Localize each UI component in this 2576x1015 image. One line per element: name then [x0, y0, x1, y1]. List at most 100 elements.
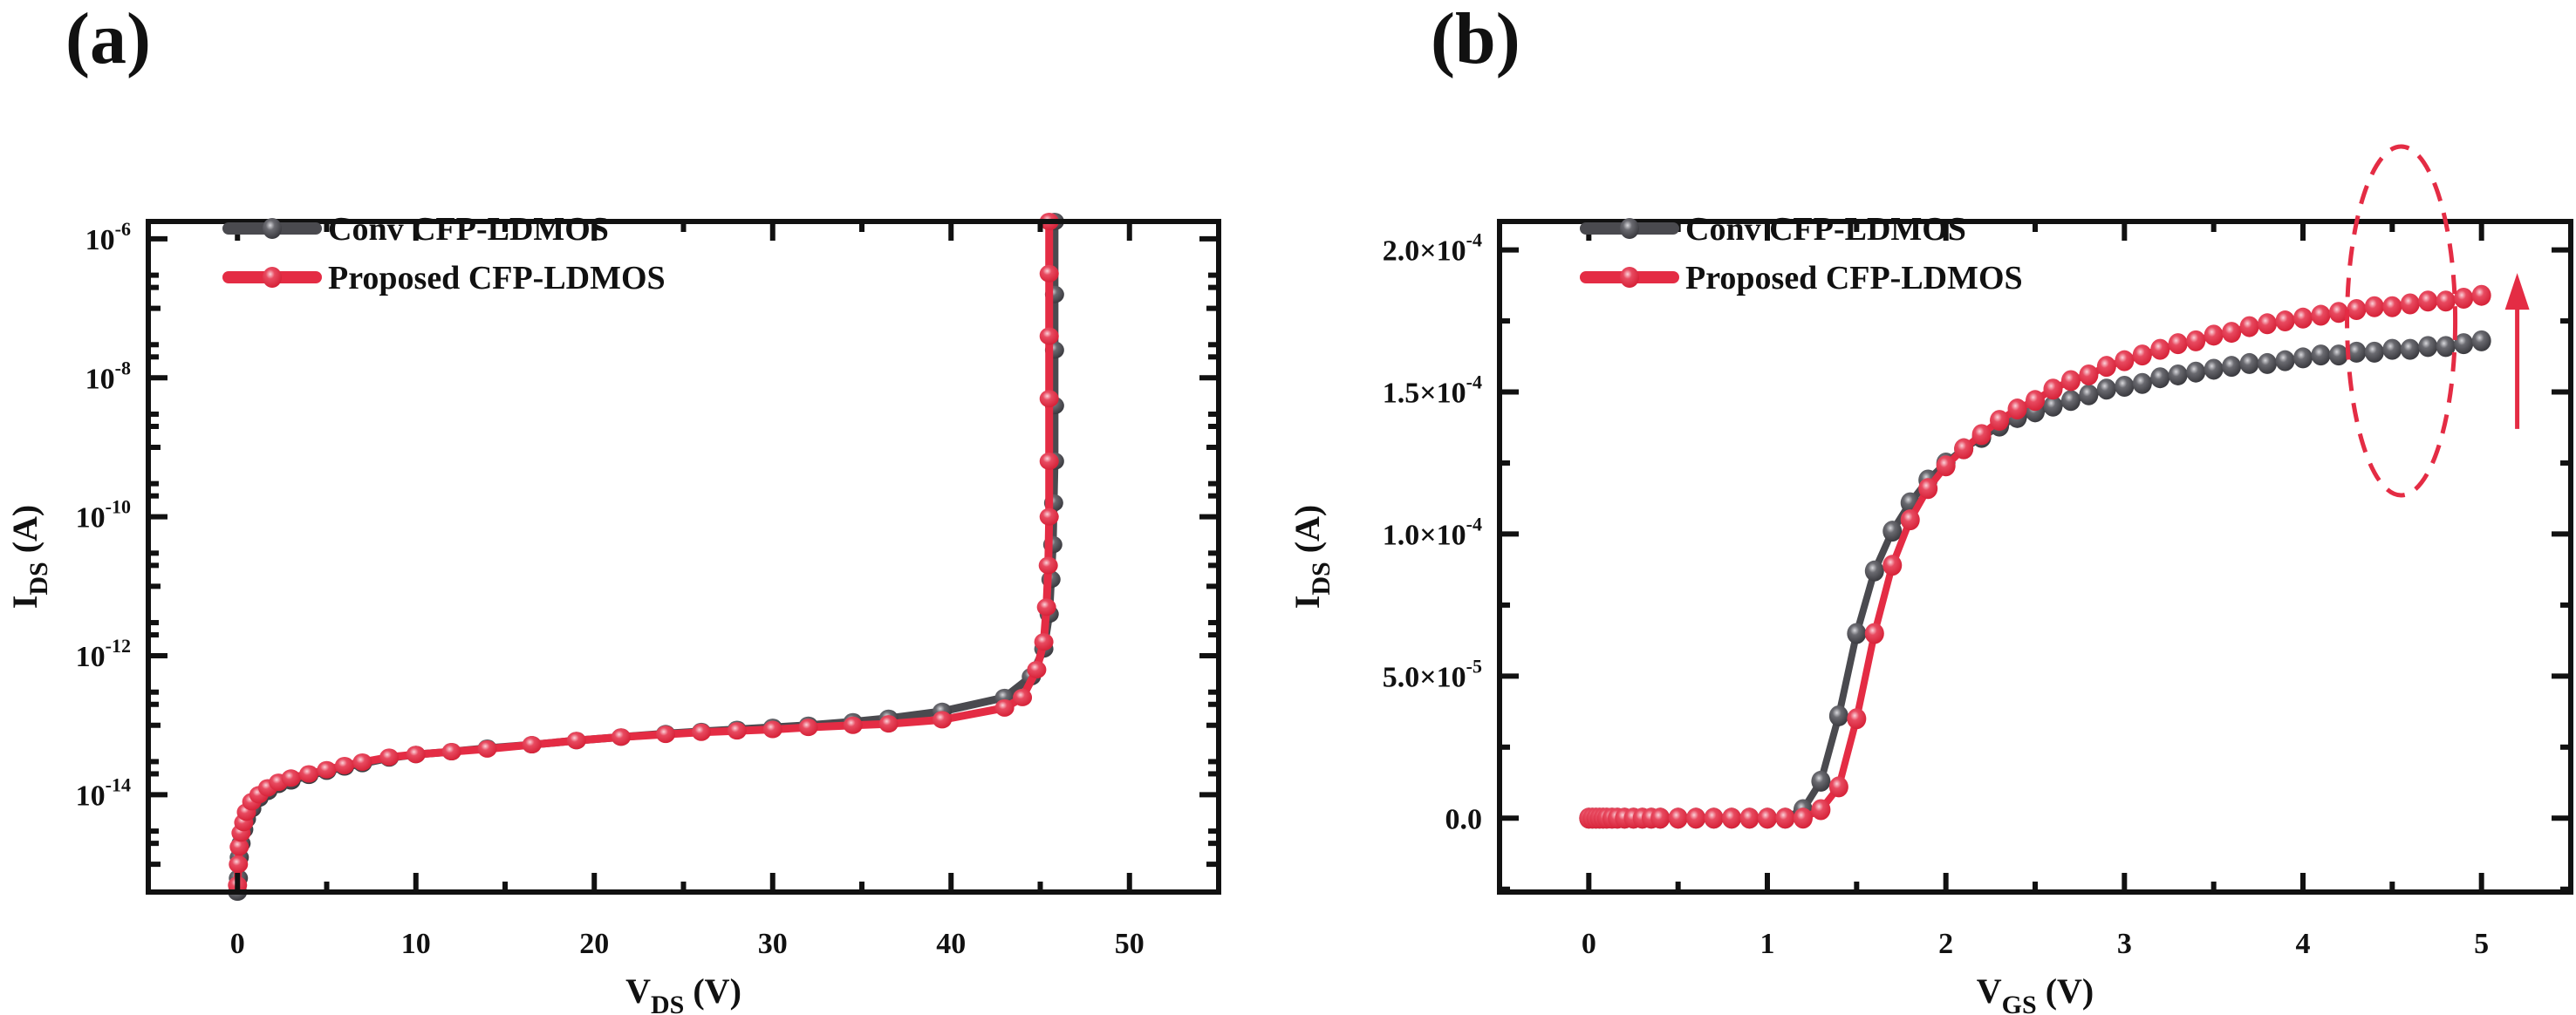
data-point	[2043, 395, 2063, 417]
data-point	[2347, 341, 2367, 363]
data-point	[2043, 378, 2063, 400]
x-tick-label: 5	[2474, 928, 2489, 960]
data-point	[379, 748, 400, 766]
x-tick-label: 2	[1938, 928, 1953, 960]
data-point	[1811, 770, 1831, 792]
data-point	[1038, 556, 1058, 575]
data-point	[2132, 344, 2152, 366]
panel-b-y-axis-title: IDS (A)	[1288, 505, 1336, 609]
data-point	[2275, 310, 2295, 332]
series-proposed	[1579, 284, 2491, 829]
data-point	[2258, 352, 2278, 374]
data-point	[1034, 633, 1054, 651]
x-tick-label: 1	[1760, 928, 1775, 960]
data-point	[2454, 333, 2474, 355]
data-point	[2204, 358, 2224, 380]
panel-a-iv-breakdown: (a) 0 10 20 30 40 50 10-6 10-8 10-10 10-12 10-14 C…	[5, 0, 1221, 1015]
data-point	[2328, 302, 2348, 324]
series-conv	[228, 213, 1064, 901]
y-tick-label: 10-10	[76, 496, 131, 535]
data-point	[1954, 438, 1974, 460]
data-point	[762, 720, 782, 739]
legend-item-proposed: Proposed CFP-LDMOS	[1580, 260, 2023, 296]
data-point	[1039, 390, 1059, 408]
data-point	[1900, 509, 1920, 531]
data-point	[1793, 807, 1813, 829]
data-point	[2168, 333, 2188, 355]
data-point	[566, 732, 586, 750]
data-point	[2293, 347, 2313, 369]
data-point	[317, 760, 337, 779]
data-point	[352, 753, 372, 771]
legend-marker	[263, 218, 282, 239]
data-point	[2096, 378, 2116, 400]
data-point	[2079, 364, 2099, 385]
y-tick-label: 10-6	[85, 218, 131, 256]
data-point	[2239, 316, 2259, 337]
data-point	[522, 736, 542, 754]
data-point	[2436, 290, 2456, 312]
arrow-up-icon	[2504, 273, 2530, 310]
data-point	[1936, 455, 1956, 477]
panel-b-ticks: 0 1 2 3 4 5 0.0 5.0×10-5 1.0×10-4 1.5×10-4 2.0×10-…	[1383, 221, 2573, 960]
legend-marker	[1620, 267, 1639, 288]
data-point	[727, 722, 747, 740]
panel-a-label: (a)	[65, 0, 151, 79]
panel-a-legend: Conv CFP-LDMOS Proposed CFP-LDMOS	[222, 211, 666, 296]
y-tick-label: 10-12	[76, 635, 131, 673]
y-tick-label: 10-8	[85, 357, 131, 395]
data-point	[1650, 807, 1671, 829]
y-tick-label: 10-14	[76, 773, 131, 812]
data-point	[1828, 776, 1848, 798]
y-tick-label: 5.0×10-5	[1383, 655, 1482, 693]
data-point	[2007, 399, 2027, 420]
data-point	[2060, 390, 2081, 412]
legend-label: Conv CFP-LDMOS	[1685, 211, 1966, 248]
data-point	[933, 711, 953, 729]
data-point	[1668, 807, 1688, 829]
data-point	[1013, 688, 1033, 706]
data-point	[1828, 705, 1848, 726]
data-point	[2471, 330, 2491, 351]
x-tick-label: 3	[2117, 928, 2132, 960]
data-point	[2364, 341, 2384, 363]
data-point	[2204, 324, 2224, 346]
panel-a-plot-data	[228, 213, 1064, 901]
data-point	[2239, 352, 2259, 374]
data-point	[406, 746, 426, 764]
data-point	[2132, 372, 2152, 394]
data-point	[1039, 452, 1059, 470]
data-point	[691, 723, 711, 741]
data-point	[1971, 424, 1992, 446]
data-point	[2347, 299, 2367, 321]
series-line	[233, 221, 1059, 893]
data-point	[1758, 807, 1777, 829]
data-point	[1918, 478, 1938, 500]
data-point	[281, 769, 301, 787]
data-point	[1039, 327, 1059, 345]
data-point	[2026, 390, 2045, 412]
data-point	[1039, 264, 1059, 283]
data-point	[878, 715, 899, 733]
panel-a-y-axis-title: IDS (A)	[5, 505, 53, 609]
data-point	[229, 855, 249, 874]
data-point	[334, 756, 354, 774]
data-point	[1036, 598, 1056, 616]
data-point	[611, 728, 631, 746]
x-tick-label: 50	[1115, 928, 1145, 960]
panel-b-legend: Conv CFP-LDMOS Proposed CFP-LDMOS	[1580, 211, 2023, 296]
data-point	[2060, 370, 2081, 392]
data-point	[1027, 660, 1047, 678]
x-tick-label: 0	[1582, 928, 1596, 960]
data-point	[2115, 350, 2135, 371]
data-point	[2293, 307, 2313, 329]
series-proposed	[228, 213, 1059, 895]
panel-b-label: (b)	[1431, 0, 1520, 79]
data-point	[1864, 560, 1884, 582]
y-tick-label: 2.0×10-4	[1383, 229, 1482, 268]
data-point	[1847, 623, 1867, 644]
panel-b-transfer: (b) 0 1 2 3 4 5 0.0 5.0×10-5 1.0×10-4 1.5×10-4 2.0…	[1288, 0, 2573, 1015]
data-point	[2400, 293, 2420, 315]
data-point	[843, 716, 863, 734]
